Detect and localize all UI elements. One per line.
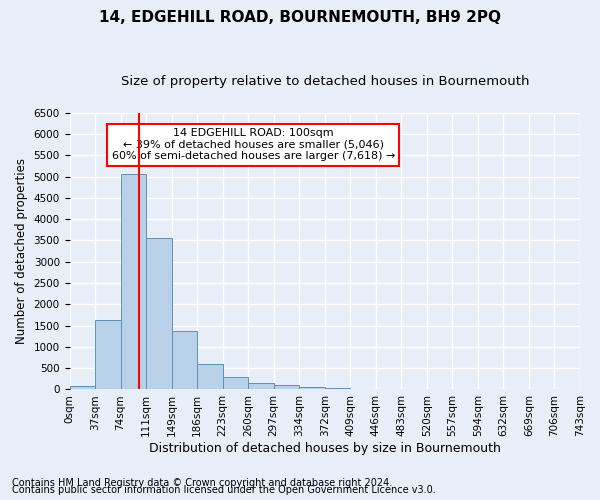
Text: Contains public sector information licensed under the Open Government Licence v3: Contains public sector information licen… [12,485,436,495]
Bar [299,386,325,390]
Bar [172,330,197,390]
Bar [95,320,121,390]
Bar [223,377,248,390]
Bar [274,385,299,390]
Text: 14 EDGEHILL ROAD: 100sqm
← 39% of detached houses are smaller (5,046)
60% of sem: 14 EDGEHILL ROAD: 100sqm ← 39% of detach… [112,128,395,161]
Bar [70,386,95,390]
Bar [325,388,350,390]
Title: Size of property relative to detached houses in Bournemouth: Size of property relative to detached ho… [121,75,529,88]
Bar [121,174,146,390]
Text: Contains HM Land Registry data © Crown copyright and database right 2024.: Contains HM Land Registry data © Crown c… [12,478,392,488]
X-axis label: Distribution of detached houses by size in Bournemouth: Distribution of detached houses by size … [149,442,501,455]
Text: 14, EDGEHILL ROAD, BOURNEMOUTH, BH9 2PQ: 14, EDGEHILL ROAD, BOURNEMOUTH, BH9 2PQ [99,10,501,25]
Bar [146,238,172,390]
Bar [197,364,223,390]
Y-axis label: Number of detached properties: Number of detached properties [15,158,28,344]
Bar [248,384,274,390]
